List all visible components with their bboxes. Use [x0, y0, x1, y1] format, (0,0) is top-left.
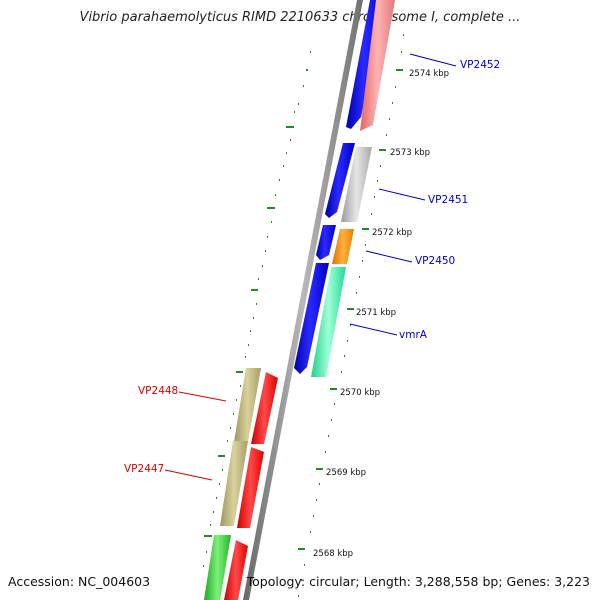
feature-vp2450[interactable]	[332, 229, 354, 264]
red-cds-vp2447[interactable]	[237, 447, 264, 528]
label-leader-lines	[164, 53, 457, 481]
accession-label: Accession: NC_004603	[8, 574, 151, 589]
olive-feature-vp2448[interactable]	[234, 368, 261, 442]
olive-feature-vp2447[interactable]	[220, 441, 248, 526]
reverse-cds-vp2450[interactable]	[316, 225, 336, 260]
ruler-label-2574: 2574 kbp	[409, 69, 449, 79]
gene-label-vp2448[interactable]: VP2448	[138, 385, 178, 397]
ruler-label-2572: 2572 kbp	[372, 228, 412, 238]
gene-label-vp2451[interactable]: VP2451	[428, 194, 468, 206]
ruler-label-2571: 2571 kbp	[356, 308, 396, 318]
green-cds-bottom[interactable]	[204, 535, 231, 600]
red-cds-vp2448[interactable]	[251, 372, 278, 444]
ruler-label-2569: 2569 kbp	[326, 468, 366, 478]
map-title: Vibrio parahaemolyticus RIMD 2210633 chr…	[79, 10, 521, 25]
rrna-feature-vp2452[interactable]	[360, 0, 395, 131]
reverse-cds-vmra[interactable]	[294, 263, 329, 374]
ruler-label-2573: 2573 kbp	[390, 148, 430, 158]
reverse-cds-vp2451[interactable]	[325, 143, 355, 218]
left-marker-track	[203, 51, 311, 567]
gene-label-vmra[interactable]: vmrA	[399, 329, 428, 341]
feature-vp2451[interactable]	[341, 147, 372, 222]
topology-summary: Topology: circular; Length: 3,288,558 bp…	[246, 574, 590, 589]
ruler-label-2570: 2570 kbp	[340, 388, 380, 398]
gene-label-vp2447[interactable]: VP2447	[124, 463, 164, 475]
gene-label-vp2452[interactable]: VP2452	[460, 59, 500, 71]
feature-vmra[interactable]	[311, 267, 346, 377]
ruler-label-2568: 2568 kbp	[313, 549, 353, 559]
gene-label-vp2450[interactable]: VP2450	[415, 255, 455, 267]
chromosome-backbone	[243, 0, 363, 600]
red-cds-bottom[interactable]	[224, 540, 248, 600]
ruler-track	[298, 34, 404, 597]
